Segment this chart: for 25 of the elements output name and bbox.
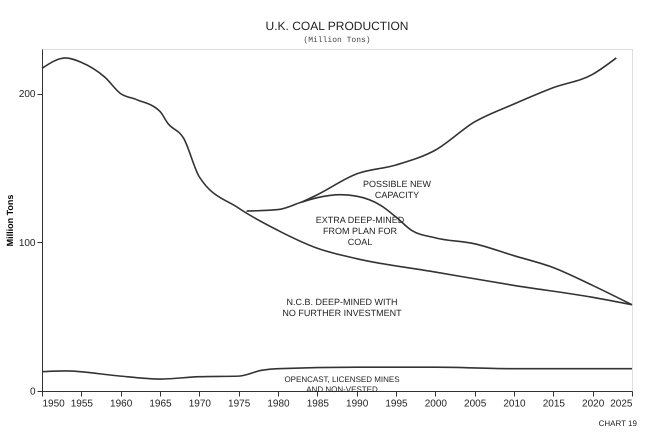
x-tick-label: 1990 bbox=[346, 398, 369, 410]
x-tick-label: 2015 bbox=[542, 398, 566, 410]
x-tick-label: 1960 bbox=[110, 398, 133, 410]
x-tick-label: 1985 bbox=[306, 398, 330, 410]
y-axis-title: Million Tons bbox=[4, 194, 15, 246]
chart-subtitle: (Million Tons) bbox=[303, 36, 371, 45]
annotation: POSSIBLE NEW CAPACITY bbox=[362, 179, 432, 200]
x-tick-label: 1970 bbox=[188, 398, 212, 410]
y-tick-label: 100 bbox=[18, 238, 36, 249]
x-tick-label: 1980 bbox=[267, 398, 290, 410]
x-tick-label: 2000 bbox=[424, 398, 448, 410]
x-tick-label: 1965 bbox=[149, 398, 172, 410]
x-tick-label: 1975 bbox=[228, 398, 251, 410]
caption: CHART 19 bbox=[598, 419, 638, 428]
x-tick-label: 2010 bbox=[503, 398, 526, 410]
y-tick-label: 0 bbox=[30, 386, 36, 398]
y-tick-label: 200 bbox=[18, 89, 36, 100]
annotation: N.C.B. DEEP-MINED WITH NO FURTHER INVESTMENT bbox=[282, 297, 402, 318]
x-tick-label: 2020 bbox=[582, 398, 605, 410]
x-tick-label: 2005 bbox=[464, 398, 487, 410]
x-tick-label: 1995 bbox=[385, 398, 408, 410]
x-tick-label: 1950 bbox=[42, 398, 66, 410]
chart-title: U.K. COAL PRODUCTION bbox=[266, 19, 408, 33]
x-tick-label: 2025 bbox=[610, 398, 633, 410]
x-tick-label: 1955 bbox=[70, 398, 94, 410]
